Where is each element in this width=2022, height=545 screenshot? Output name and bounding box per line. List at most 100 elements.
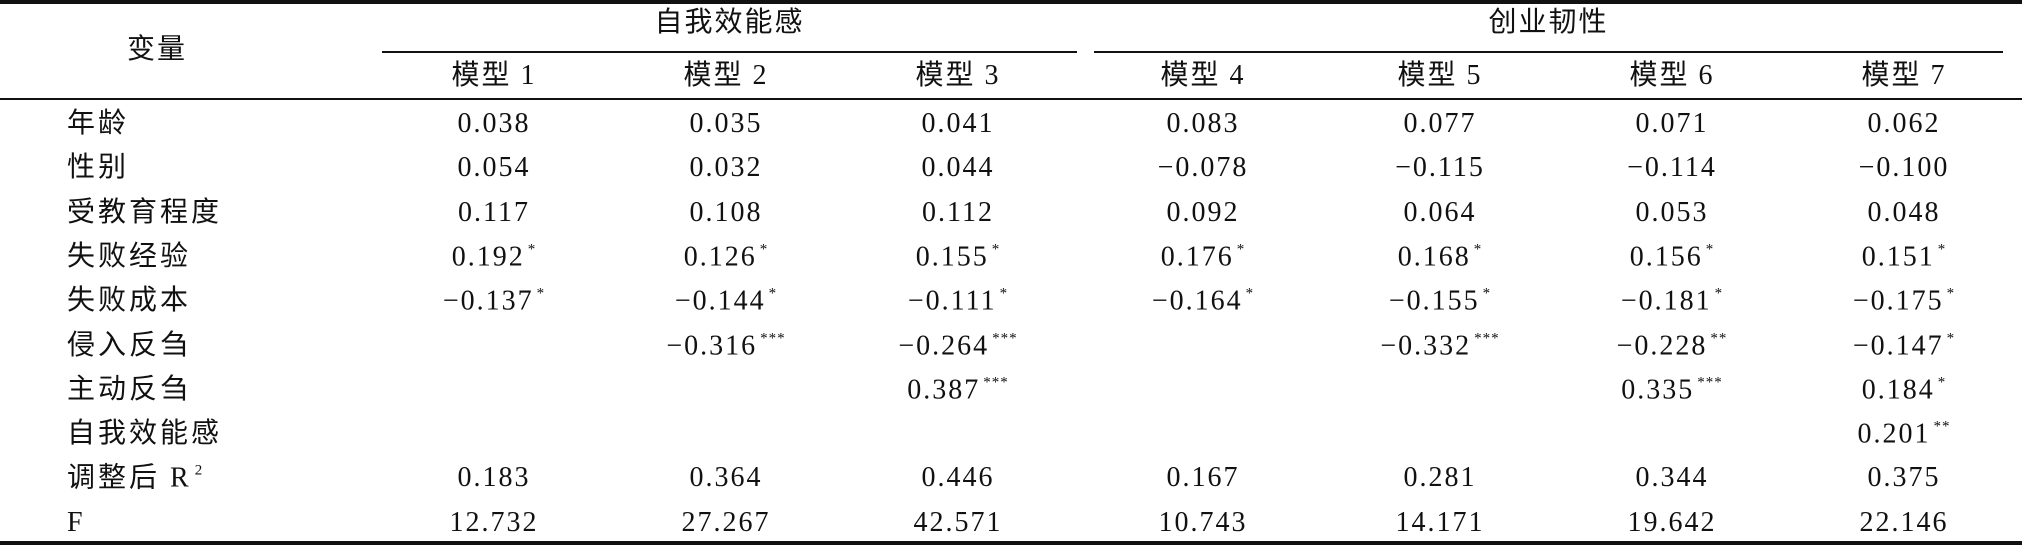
- cell: 0.156 *: [1630, 242, 1715, 271]
- superscript: 2: [194, 462, 204, 479]
- cell: 0.281: [1404, 464, 1477, 492]
- cell-value: −0.078: [1157, 152, 1249, 184]
- superscript: *: [999, 285, 1009, 302]
- superscript: *: [759, 241, 769, 258]
- cell-value: 0.071: [1635, 108, 1709, 139]
- cell-value: 0.375: [1867, 462, 1941, 494]
- superscript: ***: [760, 330, 786, 346]
- row-label-text: 自我效能感: [67, 418, 223, 450]
- cell-value: 0.344: [1635, 462, 1709, 494]
- cell: 0.035: [690, 110, 763, 138]
- model-header: 模型 3: [915, 60, 1001, 91]
- row-label-text: 侵入反刍: [67, 329, 192, 361]
- superscript: *: [768, 285, 778, 302]
- cell-value: 0.176: [1160, 241, 1234, 273]
- cell: 0.364: [690, 464, 763, 492]
- cell: 0.117: [458, 196, 530, 228]
- cell: 0.083: [1167, 110, 1240, 138]
- row-label-text: 调整后 R: [67, 462, 192, 494]
- cell: 0.062: [1868, 110, 1941, 138]
- model-header: 模型 4: [1160, 60, 1246, 91]
- cell: 14.171: [1396, 508, 1485, 537]
- superscript: **: [1710, 330, 1728, 346]
- row-label: 失败经验: [67, 240, 192, 272]
- cell: −0.078: [1158, 154, 1249, 182]
- cell-value: 0.281: [1403, 462, 1477, 494]
- cell: 0.071: [1636, 110, 1709, 138]
- superscript: **: [1933, 418, 1951, 435]
- cell-value: 0.117: [458, 196, 530, 228]
- cell-value: 0.151: [1861, 241, 1935, 273]
- cell: −0.164 *: [1151, 285, 1254, 317]
- cell: −0.155 *: [1389, 286, 1491, 316]
- cell: 0.176 *: [1161, 242, 1246, 271]
- cell: 0.041: [922, 110, 995, 138]
- cell: 0.126 *: [684, 242, 769, 271]
- cell: 0.077: [1404, 110, 1477, 138]
- cell-value: 0.064: [1403, 196, 1477, 228]
- cell: −0.100: [1859, 154, 1950, 182]
- group-rule: [1094, 51, 2003, 53]
- cell: −0.228 **: [1617, 331, 1728, 360]
- cell: 0.151 *: [1862, 242, 1947, 271]
- cell-value: 0.035: [689, 108, 763, 139]
- superscript: ***: [1697, 374, 1723, 391]
- row-label-text: F: [67, 506, 86, 538]
- superscript: *: [1714, 285, 1724, 302]
- model-header: 模型 2: [683, 60, 769, 91]
- row-label-text: 受教育程度: [67, 196, 223, 228]
- cell-value: 0.155: [915, 241, 989, 273]
- superscript: *: [1705, 241, 1715, 258]
- model-header: 模型 7: [1861, 60, 1947, 91]
- cell: 0.184 *: [1862, 375, 1947, 404]
- cell-value: −0.114: [1627, 152, 1717, 184]
- bottom-rule: [0, 541, 2022, 545]
- cell: 0.044: [922, 154, 995, 182]
- row-label: 主动反刍: [67, 375, 191, 404]
- cell: 0.387 ***: [907, 375, 1009, 404]
- cell: 0.167: [1167, 464, 1240, 492]
- cell: 0.344: [1636, 464, 1709, 492]
- cell-value: 0.126: [683, 241, 757, 273]
- top-rule: [0, 0, 2022, 4]
- cell-value: 0.112: [922, 196, 994, 228]
- cell-value: −0.100: [1858, 152, 1950, 184]
- cell: 0.335 ***: [1621, 375, 1723, 404]
- superscript: ***: [983, 374, 1009, 391]
- cell: −0.111 *: [908, 285, 1009, 316]
- cell: 0.201 **: [1857, 418, 1951, 450]
- header-rule: [0, 98, 2022, 100]
- cell: 0.168 *: [1398, 242, 1483, 271]
- superscript: *: [527, 241, 537, 258]
- cell: −0.316 ***: [666, 331, 785, 360]
- cell: −0.332 ***: [1380, 331, 1499, 360]
- superscript: ***: [992, 330, 1018, 346]
- superscript: *: [1937, 374, 1947, 391]
- superscript: *: [536, 285, 546, 302]
- cell: 0.032: [690, 154, 763, 182]
- row-label-text: 失败经验: [67, 240, 192, 272]
- cell-value: 0.364: [689, 462, 763, 494]
- cell-value: 0.048: [1867, 196, 1941, 228]
- cell-value: −0.332: [1380, 330, 1472, 361]
- cell-value: −0.264: [898, 330, 990, 361]
- cell-value: 0.092: [1166, 196, 1240, 228]
- cell: −0.137 *: [442, 285, 546, 317]
- cell-value: 0.201: [1857, 418, 1931, 450]
- cell-value: 0.156: [1629, 241, 1703, 273]
- cell: 19.642: [1628, 508, 1717, 537]
- cell-value: 10.743: [1158, 506, 1248, 538]
- cell-value: −0.115: [1395, 152, 1485, 184]
- cell-value: −0.164: [1151, 285, 1243, 317]
- cell-value: 0.108: [689, 196, 763, 228]
- cell: −0.181 *: [1621, 285, 1724, 316]
- superscript: *: [1937, 241, 1947, 258]
- cell-value: 0.168: [1397, 241, 1471, 273]
- cell-value: −0.137: [442, 285, 534, 317]
- cell: 0.112: [922, 196, 994, 228]
- model-header: 模型 1: [451, 60, 537, 91]
- cell-value: 42.571: [913, 506, 1003, 538]
- cell-value: 0.054: [457, 152, 531, 184]
